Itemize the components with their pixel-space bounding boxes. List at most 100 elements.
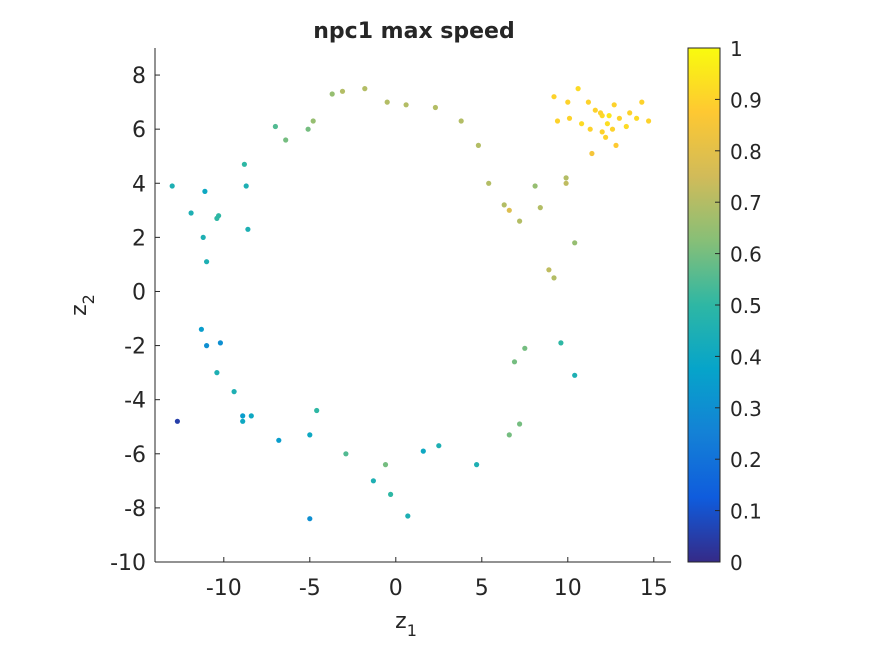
y-tick-label: 8 (132, 64, 146, 89)
data-point (382, 462, 389, 468)
data-point (214, 370, 220, 376)
data-point (501, 202, 507, 208)
data-point (627, 110, 633, 116)
colorbar-tick-label: 0.6 (730, 243, 762, 267)
chart-title: npc1 max speed (313, 19, 514, 44)
x-tick-label: -5 (299, 576, 321, 601)
data-point (436, 443, 442, 449)
data-point (554, 118, 561, 124)
x-tick-label: -10 (206, 576, 242, 601)
x-tick-label: 0 (389, 576, 403, 601)
data-point (420, 448, 426, 454)
colorbar-tick-label: 0.9 (730, 88, 762, 112)
data-point (537, 205, 543, 211)
colorbar-tick-label: 0.1 (730, 500, 762, 524)
y-tick-label: 6 (132, 118, 146, 143)
data-point (587, 126, 593, 132)
colorbar-tick-label: 0.2 (730, 448, 762, 472)
data-point (558, 340, 564, 346)
data-point (589, 150, 595, 157)
data-point (276, 437, 282, 443)
y-tick-label: -6 (124, 443, 146, 468)
data-point (243, 183, 249, 189)
data-point (579, 121, 585, 127)
data-point (305, 126, 311, 132)
colorbar-ticks: 0 0.1 0.2 0.3 0.4 0.5 0.6 0.7 0.8 0.9 1 (715, 37, 762, 575)
data-point (486, 180, 492, 186)
x-tick-label: 10 (554, 576, 582, 601)
data-point (634, 115, 640, 121)
y-tick-label: -8 (124, 497, 146, 522)
data-point (575, 86, 581, 92)
data-point (245, 226, 251, 232)
colorbar-tick-label: 0.4 (730, 345, 762, 369)
data-point (532, 183, 538, 189)
data-point (384, 99, 390, 105)
x-axis-label-subscript: 1 (407, 621, 417, 640)
colorbar-tick-label: 0.7 (730, 191, 762, 215)
data-point (517, 218, 523, 224)
data-point (566, 115, 573, 121)
data-point (517, 421, 523, 427)
data-point (403, 102, 409, 108)
data-point (240, 418, 246, 424)
data-point (606, 113, 612, 119)
data-point (188, 210, 194, 216)
data-point (202, 188, 208, 194)
data-point (307, 516, 313, 522)
y-ticks: -10 -8 -6 -4 -2 0 2 4 6 8 (110, 64, 160, 576)
data-point (623, 123, 629, 130)
y-tick-label: -2 (124, 335, 146, 360)
data-point (169, 183, 175, 189)
data-point (458, 118, 464, 124)
y-tick-label: 4 (132, 172, 146, 197)
data-point (283, 137, 289, 143)
y-axis-label-main: z (67, 304, 92, 316)
data-point (551, 94, 557, 100)
data-point (272, 123, 278, 130)
y-axis-label: z2 (67, 294, 98, 316)
data-point (563, 180, 569, 186)
data-point (522, 345, 528, 351)
data-point (585, 99, 592, 105)
x-axis-label-main: z (395, 609, 407, 634)
data-point (604, 121, 611, 127)
data-point (506, 432, 512, 438)
colorbar: 0 0.1 0.2 0.3 0.4 0.5 0.6 0.7 0.8 0.9 1 (687, 37, 762, 575)
colorbar-gradient (687, 47, 721, 563)
data-point (204, 259, 210, 265)
data-point (240, 413, 246, 419)
data-point (611, 102, 617, 108)
data-point (603, 134, 609, 140)
data-point (339, 88, 346, 94)
data-point (613, 142, 619, 148)
data-point (329, 91, 335, 97)
data-point (563, 175, 569, 181)
data-point (506, 207, 512, 213)
data-point (572, 240, 578, 246)
data-point (511, 359, 518, 365)
data-point (599, 129, 605, 135)
data-point (432, 104, 438, 111)
data-point (646, 118, 652, 124)
data-point (370, 478, 376, 484)
data-point (198, 326, 204, 332)
y-axis-label-subscript: 2 (79, 294, 98, 304)
x-tick-label: 15 (640, 576, 668, 601)
data-point (241, 161, 247, 167)
data-point (405, 513, 411, 519)
data-point (572, 372, 578, 378)
y-tick-label: -10 (110, 551, 146, 576)
colorbar-tick-label: 1 (730, 37, 743, 61)
data-point (474, 462, 480, 468)
data-point (310, 118, 316, 124)
x-axis-label: z1 (395, 609, 417, 640)
data-point (362, 86, 368, 92)
x-tick-label: 5 (475, 576, 489, 601)
colorbar-tick-label: 0.3 (730, 397, 762, 421)
axes (154, 48, 671, 563)
data-point (231, 389, 237, 395)
data-point (616, 115, 623, 121)
